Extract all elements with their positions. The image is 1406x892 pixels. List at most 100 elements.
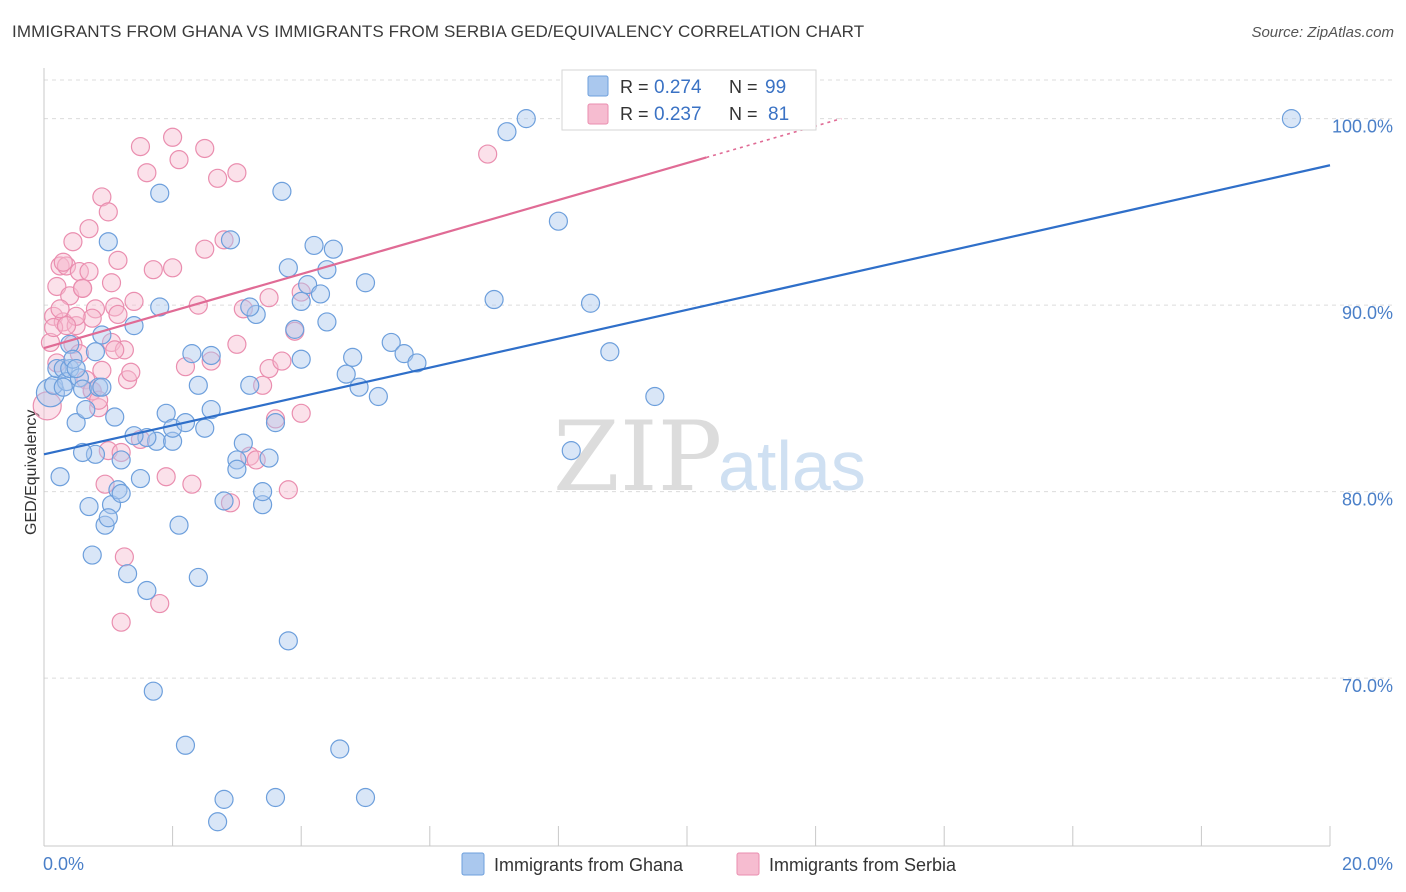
ghana-point bbox=[105, 407, 125, 427]
ghana-point bbox=[85, 342, 106, 362]
ghana-point bbox=[163, 431, 183, 451]
ghana-point bbox=[497, 122, 517, 142]
ghana-point bbox=[298, 275, 318, 295]
serbia-point bbox=[163, 258, 183, 278]
ghana-point bbox=[182, 344, 202, 364]
serbia-point bbox=[137, 163, 157, 183]
serbia-point bbox=[111, 612, 131, 632]
ghana-point bbox=[214, 491, 234, 511]
ghana-point bbox=[246, 304, 266, 325]
watermark-atlas: atlas bbox=[718, 427, 866, 505]
watermark: ZIP atlas bbox=[553, 401, 866, 513]
series-legend: Immigrants from Ghana Immigrants from Se… bbox=[461, 852, 957, 876]
legend-label-serbia: Immigrants from Serbia bbox=[769, 855, 957, 875]
ghana-point bbox=[548, 211, 569, 231]
stats-n-value-ghana: 99 bbox=[765, 77, 786, 98]
ghana-point bbox=[50, 467, 70, 487]
chart-title: IMMIGRANTS FROM GHANA VS IMMIGRANTS FROM… bbox=[12, 22, 865, 41]
watermark-zip: ZIP bbox=[553, 401, 722, 513]
serbia-point bbox=[278, 480, 298, 500]
y-axis-title: GED/Equivalency bbox=[23, 410, 40, 535]
serbia-point bbox=[124, 291, 144, 312]
ghana-point bbox=[137, 580, 157, 601]
serbia-point bbox=[111, 442, 131, 463]
ghana-point bbox=[98, 232, 118, 252]
serbia-point bbox=[227, 163, 247, 183]
serbia-point bbox=[105, 340, 125, 360]
y-tick-label-90: 90.0% bbox=[1342, 303, 1393, 323]
ghana-point bbox=[253, 482, 273, 502]
ghana-point bbox=[111, 483, 131, 504]
legend-swatch-serbia bbox=[736, 852, 760, 876]
ghana-point bbox=[1281, 109, 1302, 129]
ghana-point bbox=[92, 377, 112, 397]
ghana-points bbox=[35, 109, 1302, 832]
ghana-point bbox=[188, 375, 208, 395]
ghana-point bbox=[484, 289, 504, 310]
serbia-point bbox=[69, 261, 89, 282]
ghana-point bbox=[98, 508, 118, 528]
ghana-point bbox=[278, 258, 298, 278]
ghana-point bbox=[343, 347, 363, 367]
ghana-point bbox=[108, 480, 128, 500]
ghana-point bbox=[381, 332, 401, 353]
serbia-trend-extension bbox=[706, 117, 842, 159]
stats-legend: R = 0.274 N = 99 R = 0.237 N = 81 bbox=[561, 69, 817, 131]
ghana-point bbox=[66, 413, 86, 433]
ghana-point bbox=[394, 344, 414, 364]
serbia-point bbox=[208, 168, 228, 188]
serbia-point bbox=[169, 150, 189, 170]
ghana-point bbox=[310, 284, 331, 304]
serbia-point bbox=[108, 304, 128, 325]
ghana-point bbox=[79, 496, 99, 517]
serbia-point bbox=[50, 256, 70, 276]
serbia-point bbox=[291, 403, 311, 423]
serbia-point bbox=[201, 351, 221, 371]
ghana-point bbox=[265, 787, 286, 808]
ghana-point bbox=[645, 386, 665, 407]
serbia-point bbox=[79, 261, 99, 282]
stats-n-label-ghana: N = bbox=[729, 77, 758, 97]
axes bbox=[43, 68, 1331, 847]
serbia-point bbox=[114, 340, 134, 360]
ghana-point bbox=[240, 297, 260, 317]
x-tick-label-min: 0.0% bbox=[43, 854, 84, 874]
legend-swatch-ghana bbox=[461, 852, 485, 876]
ghana-point bbox=[317, 260, 337, 280]
serbia-point bbox=[478, 144, 498, 164]
ghana-point bbox=[220, 230, 241, 250]
ghana-point bbox=[291, 349, 311, 369]
ghana-point bbox=[253, 495, 273, 515]
x-tick-labels: 0.0% 20.0% bbox=[43, 854, 1393, 874]
ghana-point bbox=[117, 564, 138, 584]
ghana-point bbox=[336, 364, 356, 384]
ghana-point bbox=[201, 345, 221, 366]
serbia-point bbox=[143, 260, 163, 280]
ghana-point bbox=[561, 441, 581, 461]
ghana-point bbox=[355, 273, 376, 293]
y-tick-label-70: 70.0% bbox=[1342, 676, 1393, 696]
ghana-point bbox=[53, 377, 73, 397]
serbia-point bbox=[101, 273, 122, 293]
ghana-point bbox=[72, 379, 93, 399]
trend-lines bbox=[43, 117, 1331, 456]
serbia-point bbox=[150, 593, 170, 614]
ghana-point bbox=[214, 789, 234, 809]
serbia-point bbox=[79, 219, 99, 239]
serbia-point bbox=[108, 250, 128, 270]
serbia-point bbox=[63, 232, 83, 252]
serbia-point bbox=[195, 138, 215, 159]
x-tick-label-max: 20.0% bbox=[1342, 854, 1393, 874]
ghana-point bbox=[169, 515, 189, 535]
y-tick-labels: 70.0% 80.0% 90.0% 100.0% bbox=[1332, 117, 1393, 697]
ghana-point bbox=[66, 358, 86, 379]
ghana-point bbox=[175, 735, 196, 755]
ghana-point bbox=[146, 431, 167, 451]
serbia-point bbox=[163, 127, 183, 147]
ghana-point bbox=[259, 448, 279, 468]
stats-r-value-ghana: 0.274 bbox=[654, 77, 702, 98]
stats-swatch-ghana bbox=[587, 75, 609, 97]
stats-swatch-serbia bbox=[587, 103, 609, 125]
legend-label-ghana: Immigrants from Ghana bbox=[494, 855, 684, 875]
